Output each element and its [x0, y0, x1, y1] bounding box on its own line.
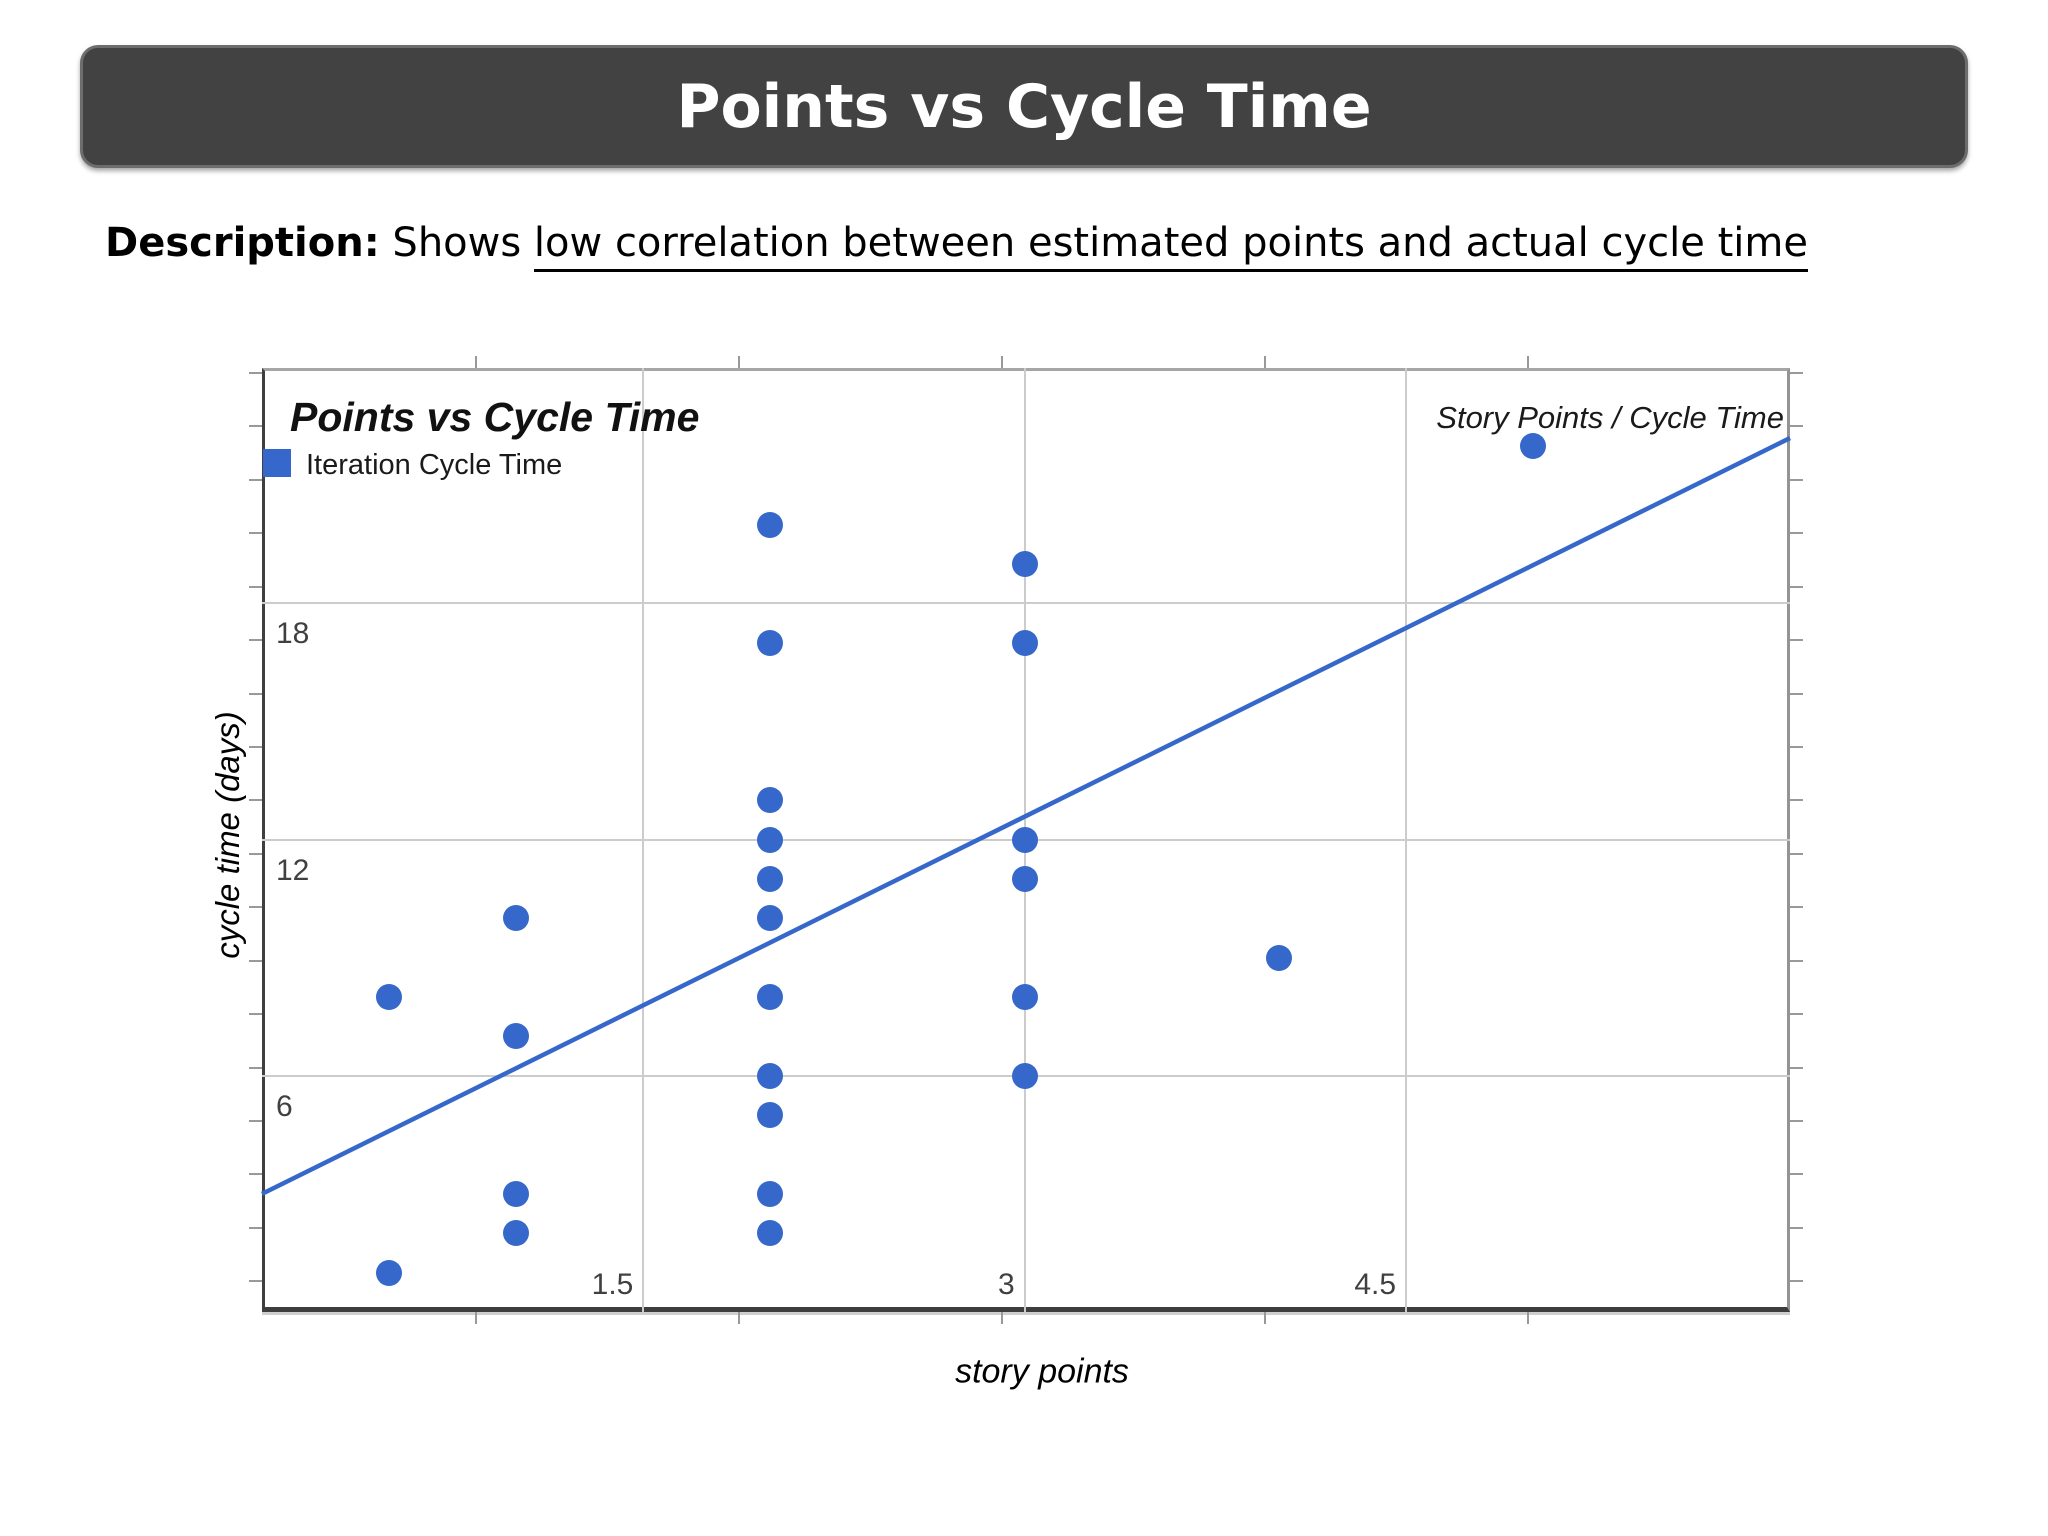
data-point	[1520, 432, 1547, 459]
data-point	[1011, 1062, 1038, 1089]
data-point	[1011, 865, 1038, 892]
data-point	[757, 865, 784, 892]
data-point	[757, 1102, 784, 1129]
data-point	[757, 787, 784, 814]
y-axis-tick	[249, 639, 262, 642]
data-point	[1265, 944, 1292, 971]
y-tick-label: 12	[276, 853, 310, 887]
y-axis-tick	[249, 372, 262, 374]
y-axis-tick-right	[1790, 852, 1803, 855]
y-axis-tick-right	[1790, 372, 1803, 374]
y-axis-tick-right	[1790, 799, 1803, 802]
data-point	[1011, 826, 1038, 853]
header-bar: Points vs Cycle Time	[80, 45, 1968, 168]
y-axis-tick	[249, 478, 262, 481]
y-axis-tick-right	[1790, 478, 1803, 481]
y-axis-tick	[249, 1120, 262, 1123]
x-tick-label: 1.5	[591, 1268, 634, 1301]
y-axis-tick-right	[1790, 1226, 1803, 1229]
x-axis-tick-top	[475, 356, 477, 368]
y-axis-tick-right	[1790, 425, 1803, 428]
y-gridline	[262, 602, 1790, 605]
data-point	[503, 1220, 530, 1247]
data-point	[757, 629, 784, 656]
y-tick-label: 18	[276, 617, 310, 651]
x-tick-label: 3	[998, 1268, 1015, 1301]
x-axis-tick-top	[738, 356, 740, 368]
page-title: Points vs Cycle Time	[676, 71, 1372, 142]
x-tick-label: 4.5	[1354, 1268, 1397, 1301]
y-axis-tick	[249, 1280, 262, 1283]
y-axis-tick	[249, 425, 262, 428]
y-axis-tick-right	[1790, 1066, 1803, 1069]
y-axis-tick-right	[1790, 1120, 1803, 1123]
trendline-series-label: Story Points / Cycle Time	[1436, 400, 1784, 435]
y-axis-tick	[249, 959, 262, 962]
x-axis-tick	[738, 1312, 740, 1324]
y-tick-label: 6	[276, 1089, 293, 1123]
x-axis-tick	[1527, 1312, 1529, 1324]
x-axis-tick	[1264, 1312, 1266, 1324]
data-point	[503, 905, 530, 932]
data-point	[757, 905, 784, 932]
data-point	[503, 1023, 530, 1050]
data-point	[757, 511, 784, 538]
y-axis-tick	[249, 746, 262, 748]
data-point	[503, 1180, 530, 1207]
data-point	[757, 826, 784, 853]
legend-swatch	[263, 449, 291, 477]
y-axis-tick-right	[1790, 959, 1803, 962]
y-axis-tick-right	[1790, 585, 1803, 588]
y-axis-tick-right	[1790, 692, 1803, 695]
data-point	[757, 1220, 784, 1247]
y-axis-tick	[249, 1013, 262, 1016]
y-axis-tick	[249, 1226, 262, 1229]
x-axis-title: story points	[955, 1352, 1129, 1391]
x-axis-tick	[1001, 1312, 1003, 1324]
data-point	[1011, 629, 1038, 656]
data-point	[376, 1259, 403, 1286]
y-axis-tick	[249, 906, 262, 909]
description-underlined-text: low correlation between estimated points…	[533, 220, 1808, 272]
y-axis-tick	[249, 1173, 262, 1176]
y-axis-tick	[249, 852, 262, 855]
data-point	[376, 984, 403, 1011]
x-axis-tick-top	[1527, 356, 1529, 368]
y-axis-tick	[249, 1066, 262, 1069]
y-axis-tick-right	[1790, 746, 1803, 748]
y-axis-tick-right	[1790, 906, 1803, 909]
description-lead: Shows	[379, 220, 534, 266]
y-axis-tick	[249, 799, 262, 802]
data-point	[1011, 551, 1038, 578]
y-axis-title: cycle time (days)	[209, 711, 246, 959]
x-axis-tick	[475, 1312, 477, 1324]
y-axis-tick-right	[1790, 1173, 1803, 1176]
trendline	[261, 436, 1791, 1196]
y-axis-tick-right	[1790, 532, 1803, 535]
x-axis-tick-top	[1001, 356, 1003, 368]
x-gridline	[642, 368, 645, 1312]
y-axis-tick	[249, 692, 262, 695]
data-point	[1011, 984, 1038, 1011]
description-label: Description:	[105, 220, 380, 266]
y-axis-tick	[249, 585, 262, 588]
legend-label: Iteration Cycle Time	[306, 449, 563, 481]
data-point	[757, 1062, 784, 1089]
y-axis-tick-right	[1790, 1013, 1803, 1016]
description-line: Description: Shows low correlation betwe…	[105, 220, 1808, 272]
chart-title: Points vs Cycle Time	[290, 394, 700, 440]
x-gridline	[1405, 368, 1408, 1312]
y-axis-tick-right	[1790, 639, 1803, 642]
data-point	[757, 984, 784, 1011]
y-axis-tick-right	[1790, 1280, 1803, 1283]
y-axis-tick	[249, 532, 262, 535]
x-axis-tick-top	[1264, 356, 1266, 368]
data-point	[757, 1180, 784, 1207]
